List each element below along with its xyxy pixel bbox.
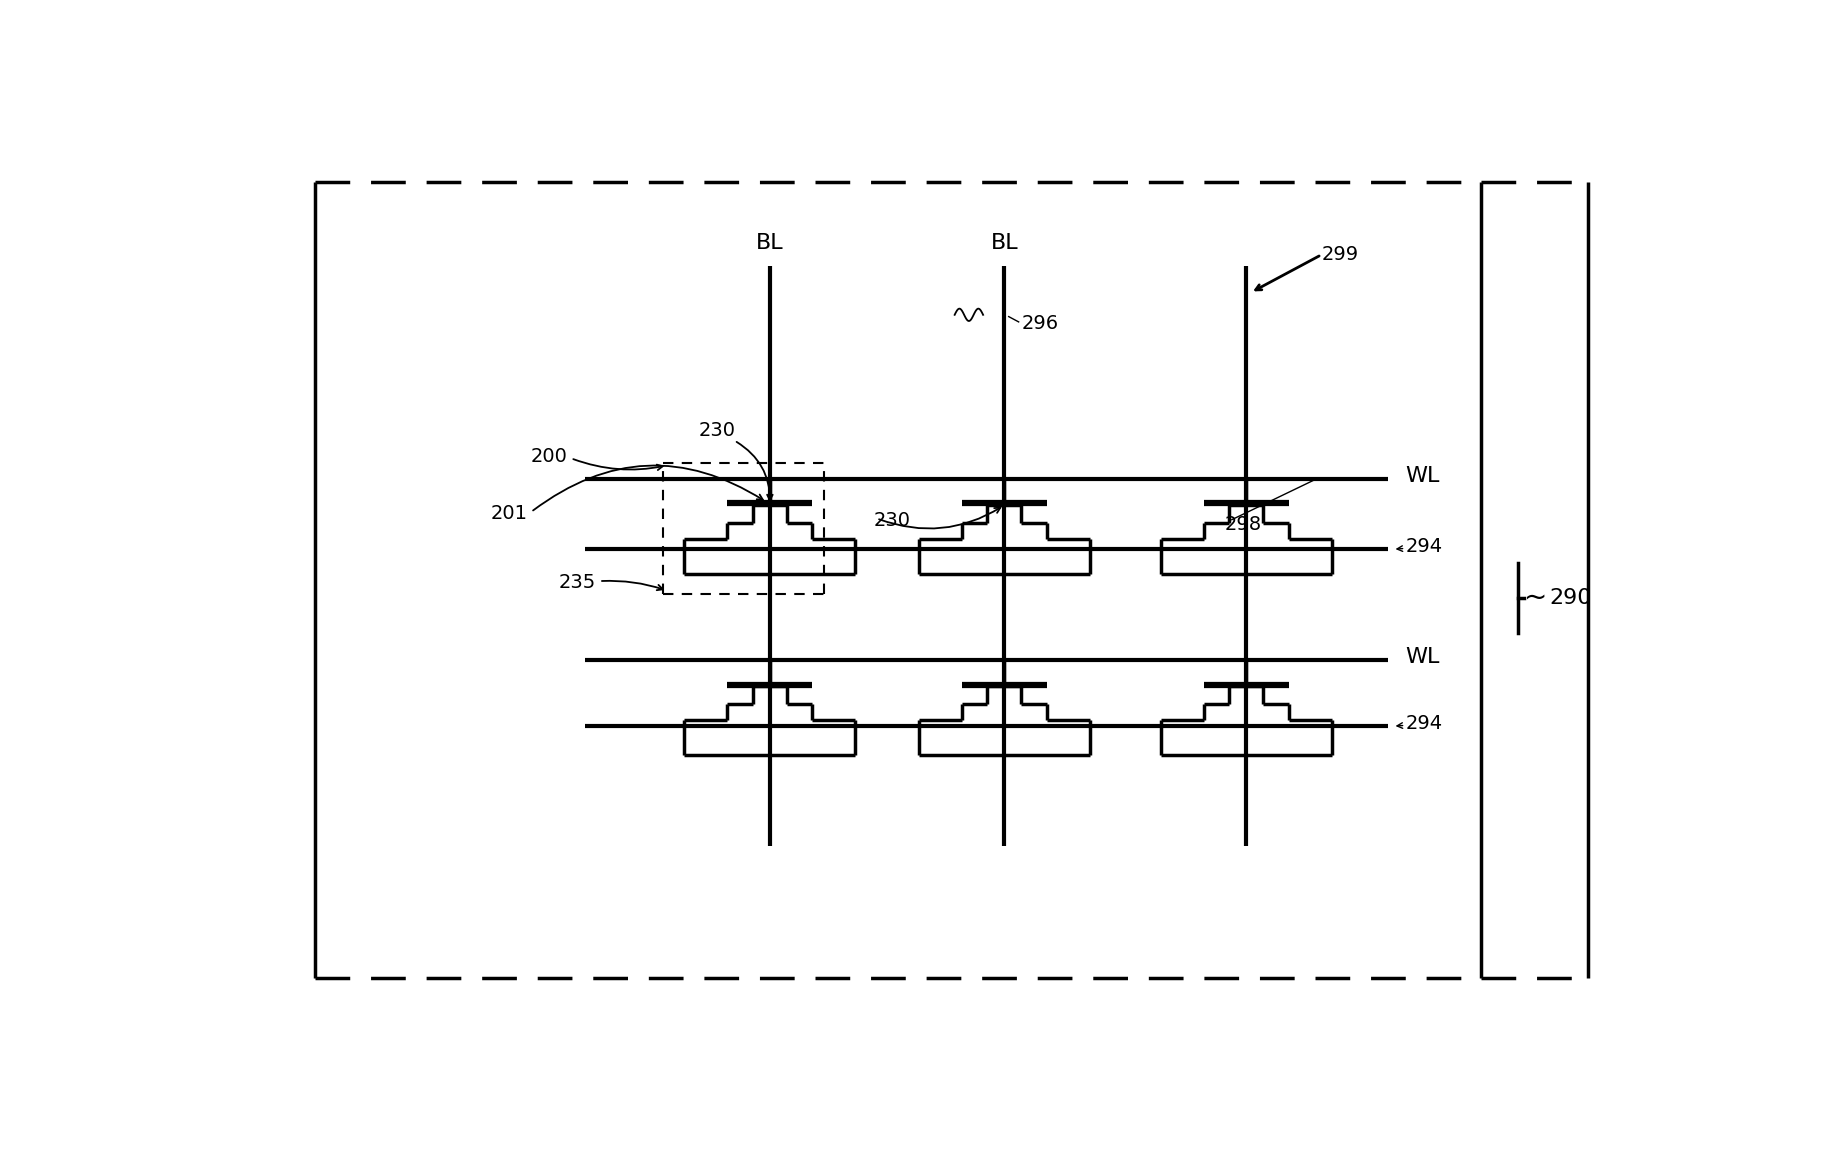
Text: ~: ~: [1523, 584, 1547, 612]
Text: 298: 298: [1226, 515, 1262, 534]
Text: 235: 235: [560, 573, 596, 593]
Text: 294: 294: [1406, 537, 1442, 556]
Text: 294: 294: [1406, 714, 1442, 733]
Text: BL: BL: [756, 233, 784, 253]
Text: WL: WL: [1406, 465, 1440, 486]
Text: 201: 201: [492, 504, 528, 524]
Text: WL: WL: [1406, 647, 1440, 668]
Text: 230: 230: [699, 422, 736, 440]
Text: 290: 290: [1549, 588, 1591, 608]
Text: BL: BL: [991, 233, 1018, 253]
Text: 230: 230: [873, 510, 910, 530]
Text: 299: 299: [1321, 245, 1358, 264]
Text: 200: 200: [530, 447, 567, 465]
Text: 296: 296: [1022, 314, 1059, 333]
